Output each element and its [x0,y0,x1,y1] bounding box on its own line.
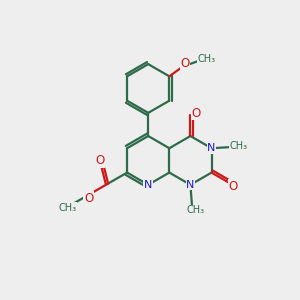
Text: O: O [181,57,190,70]
Text: O: O [84,192,93,205]
Text: N: N [144,180,152,190]
Text: CH₃: CH₃ [58,203,76,213]
Text: N: N [186,180,195,190]
Text: N: N [207,143,216,153]
Text: O: O [229,180,238,193]
Text: CH₃: CH₃ [186,205,205,215]
Text: CH₃: CH₃ [197,54,215,64]
Text: CH₃: CH₃ [230,141,248,152]
Text: O: O [96,154,105,167]
Text: O: O [191,106,200,120]
